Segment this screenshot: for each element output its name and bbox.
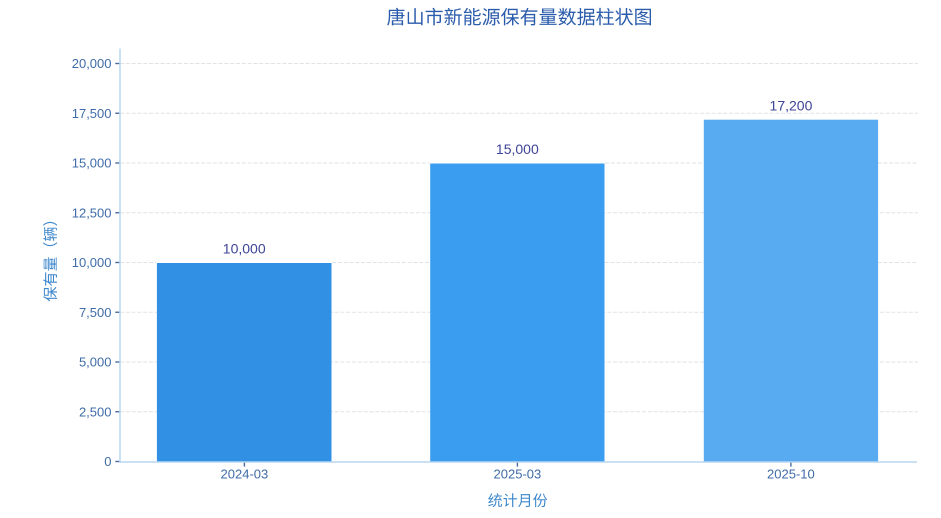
svg-text:0: 0: [104, 454, 111, 469]
svg-text:17,500: 17,500: [72, 106, 112, 121]
svg-text:10,000: 10,000: [72, 255, 112, 270]
svg-text:15,000: 15,000: [72, 156, 112, 171]
svg-text:5,000: 5,000: [79, 355, 112, 370]
svg-text:12,500: 12,500: [72, 205, 112, 220]
svg-text:2,500: 2,500: [79, 404, 112, 419]
svg-text:20,000: 20,000: [72, 56, 112, 71]
svg-text:10,000: 10,000: [223, 241, 266, 257]
svg-text:17,200: 17,200: [770, 98, 813, 114]
svg-text:2024-03: 2024-03: [221, 467, 269, 482]
svg-text:2025-10: 2025-10: [767, 467, 815, 482]
svg-text:15,000: 15,000: [496, 141, 539, 157]
svg-text:7,500: 7,500: [79, 305, 112, 320]
svg-text:2025-03: 2025-03: [494, 467, 542, 482]
